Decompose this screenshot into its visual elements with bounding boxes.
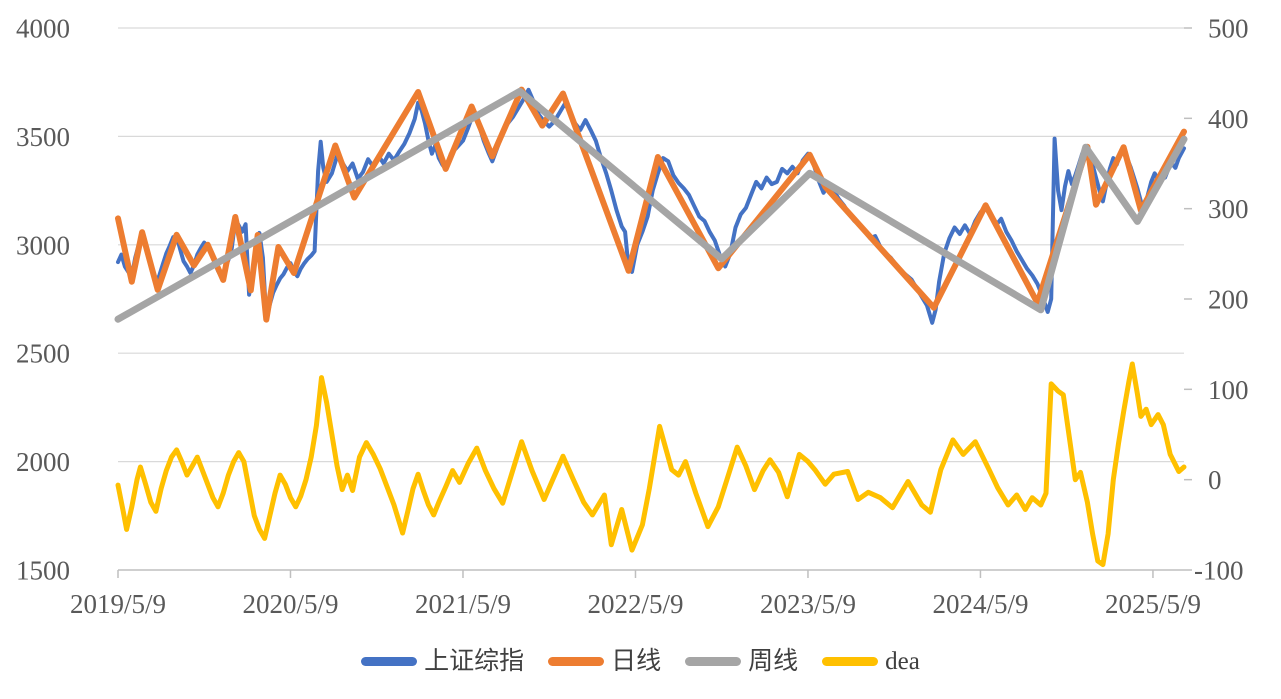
series-line-dea [115, 361, 1187, 568]
series-line-日线 [115, 86, 1187, 323]
legend-label: dea [885, 648, 920, 675]
series-line-周线 [114, 87, 1188, 323]
x-axis-label: 2025/5/9 [1105, 589, 1201, 619]
x-axis-label: 2020/5/9 [242, 589, 338, 619]
x-axis-label: 2022/5/9 [587, 589, 683, 619]
left-axis-label: 3500 [16, 122, 70, 152]
legend-line-swatch [822, 657, 879, 666]
line-chart-canvas: 4000 3500 3000 2500 2000 1500 500 400 300 200 100 0… [16, 14, 1249, 620]
right-axis-label: 300 [1208, 194, 1249, 224]
series-line-上证综指 [116, 87, 1186, 325]
legend-item-dea: dea [822, 649, 920, 674]
legend-item-日线: 日线 [548, 649, 661, 674]
right-axis-label: 0 [1208, 465, 1222, 495]
left-axis-label: 2000 [16, 447, 70, 477]
legend-label: 上证综指 [424, 648, 525, 675]
right-axis-label: 400 [1208, 104, 1249, 134]
right-axis-label: 100 [1208, 375, 1249, 405]
right-axis-label: 200 [1208, 285, 1249, 315]
x-axis-label: 2021/5/9 [415, 589, 511, 619]
x-axis-label: 2023/5/9 [760, 589, 856, 619]
left-axis-label: 3000 [16, 230, 70, 260]
left-axis-label: 4000 [16, 14, 70, 44]
legend-item-周线: 周线 [685, 649, 798, 674]
x-axis-label: 2019/5/9 [70, 589, 166, 619]
legend-line-swatch [548, 657, 605, 666]
right-axis-label: 500 [1208, 14, 1249, 44]
legend-line-swatch [361, 657, 418, 666]
right-axis-label: -100 [1194, 556, 1244, 586]
legend-line-swatch [685, 657, 742, 666]
chart-legend: 上证综指 日线 周线 dea [0, 649, 1281, 674]
legend-item-上证综指: 上证综指 [361, 649, 524, 674]
legend-label: 日线 [611, 648, 662, 675]
legend-label: 周线 [748, 648, 799, 675]
left-axis-label: 2500 [16, 339, 70, 369]
x-axis-label: 2024/5/9 [932, 589, 1028, 619]
left-axis-label: 1500 [16, 556, 70, 586]
